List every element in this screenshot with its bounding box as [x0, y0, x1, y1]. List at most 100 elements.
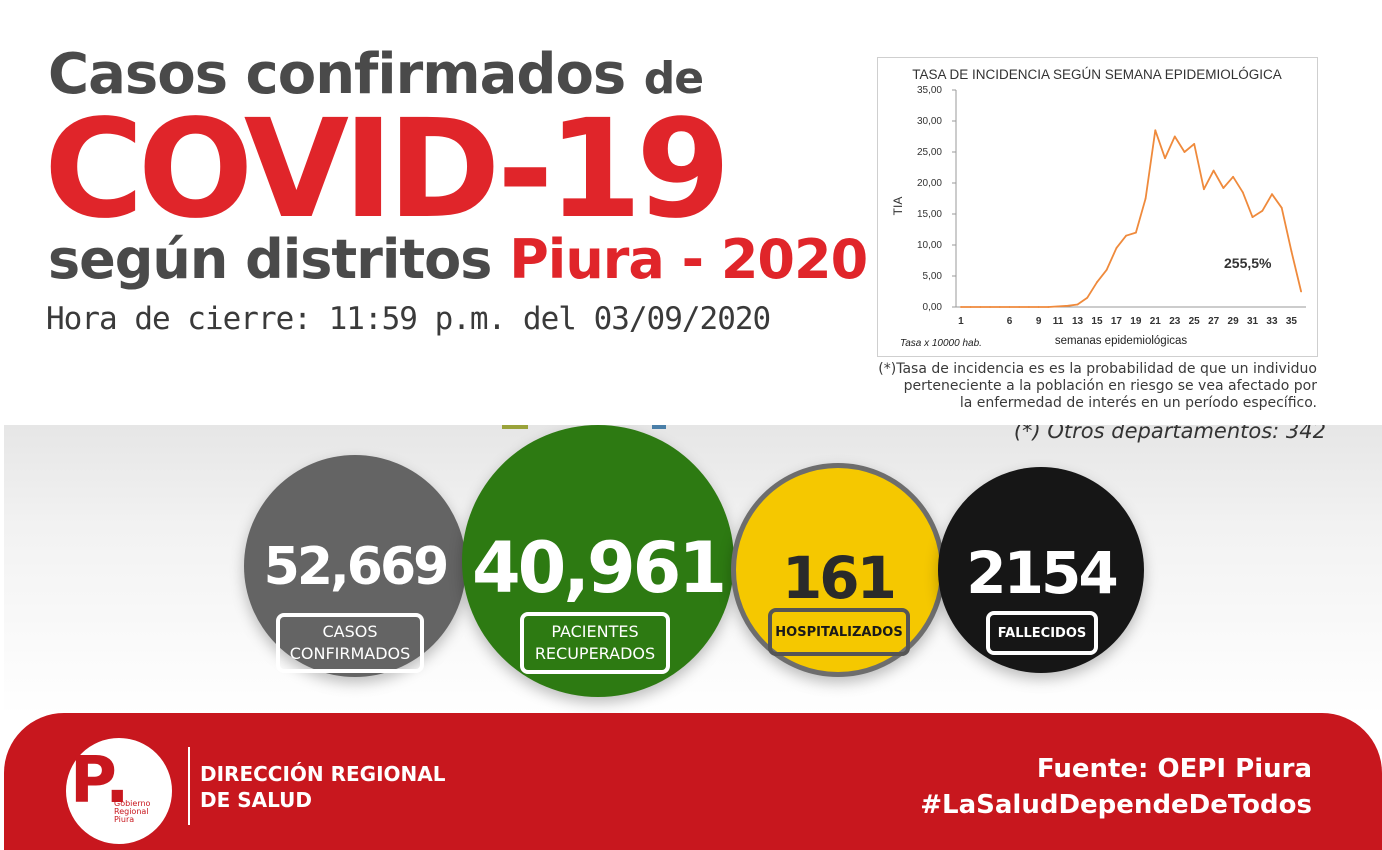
chart-x-tick-label: 1 — [958, 316, 964, 327]
title-casos-confirmados: Casos confirmados — [48, 42, 626, 107]
chart-x-tick-label: 17 — [1111, 316, 1123, 327]
chart-footnote: (*)Tasa de incidencia es es la probabili… — [820, 361, 1317, 412]
chart-x-tick-label: 6 — [1007, 316, 1013, 327]
chart-series-line — [960, 129, 1302, 308]
chart-x-tick-label: 27 — [1208, 316, 1220, 327]
incidence-chart-svg: TASA DE INCIDENCIA SEGÚN SEMANA EPIDEMIO… — [891, 67, 1306, 349]
chart-point — [1290, 250, 1293, 253]
chart-point — [1232, 175, 1234, 178]
chart-point — [1251, 216, 1254, 219]
footnote-line: la enfermedad de interés en un período e… — [959, 395, 1317, 411]
chart-xlabel: semanas epidemiológicas — [1055, 335, 1188, 347]
chart-point — [1173, 135, 1176, 138]
confirmed-label: CASOS CONFIRMADOS — [276, 613, 424, 673]
chart-x-tick-label: 23 — [1169, 316, 1181, 327]
incidence-chart: TASA DE INCIDENCIA SEGÚN SEMANA EPIDEMIO… — [877, 57, 1318, 357]
chart-point — [1193, 143, 1196, 145]
chart-point — [1018, 306, 1021, 308]
chart-point — [1271, 193, 1273, 196]
logo-text-line: Piura — [114, 815, 135, 824]
hospitalized-label-text: HOSPITALIZADOS — [775, 624, 903, 640]
chart-y-tick-label: 0,00 — [923, 302, 943, 313]
chart-y-tick-label: 30,00 — [917, 116, 942, 127]
chart-point — [1164, 157, 1166, 160]
stats-section: (*) Otros departamentos: 342 52,669 CASO… — [4, 425, 1382, 715]
otros-departamentos: (*) Otros departamentos: 342 — [1013, 425, 1326, 443]
deaths-label-text: FALLECIDOS — [997, 625, 1087, 641]
chart-x-tick-label: 15 — [1091, 316, 1103, 327]
chart-point — [998, 306, 1001, 308]
chart-point — [1076, 303, 1079, 306]
chart-y-tick-label: 15,00 — [917, 209, 942, 220]
chart-point — [1212, 169, 1215, 172]
source-text: Fuente: OEPI Piura — [1036, 754, 1312, 784]
chart-point — [1183, 151, 1186, 153]
chart-point — [1096, 281, 1098, 284]
chart-point — [969, 306, 972, 308]
recovered-label-1: PACIENTES — [551, 622, 639, 641]
title-de: de — [643, 53, 704, 104]
title-line-1: Casos confirmados de — [48, 42, 704, 107]
chart-x-tick-label: 19 — [1130, 316, 1142, 327]
chart-point — [1203, 188, 1205, 191]
chart-point — [1300, 290, 1303, 293]
hashtag-text: #LaSaludDependeDeTodos — [920, 790, 1312, 820]
chart-y-tick-label: 5,00 — [923, 271, 943, 282]
confirmed-label-1: CASOS — [322, 622, 378, 641]
recovered-value: 40,961 — [471, 527, 727, 609]
chart-y-tick-label: 20,00 — [917, 178, 942, 189]
chart-series — [959, 129, 1303, 308]
footnote-line: (*)Tasa de incidencia es es la probabili… — [878, 361, 1317, 377]
chart-ylabel: TIA — [891, 197, 905, 216]
chart-axes: 0,00 5,00 10,00 15,00 20,00 25,00 30,00 35,00 1 6… — [917, 85, 1306, 327]
org-line-2: DE SALUD — [200, 788, 312, 812]
deaths-circle: 2154 FALLECIDOS — [938, 467, 1144, 673]
chart-x-tick-label: 25 — [1189, 316, 1201, 327]
map-remnant-green — [502, 425, 528, 429]
chart-point — [1115, 247, 1118, 250]
chart-point — [1154, 129, 1157, 132]
chart-point — [1105, 268, 1108, 271]
title-line-3: según distritos Piura - 2020 — [48, 228, 868, 291]
chart-point — [979, 306, 982, 308]
footnote-line: perteneciente a la población en riesgo s… — [903, 378, 1317, 394]
chart-annotation: 255,5% — [1224, 255, 1272, 271]
chart-point — [1241, 191, 1244, 194]
chart-point — [1008, 306, 1011, 308]
org-name: DIRECCIÓN REGIONAL DE SALUD — [200, 761, 446, 813]
map-remnant-blue — [652, 425, 666, 429]
confirmed-label-2: CONFIRMADOS — [289, 644, 411, 663]
chart-point — [1134, 231, 1137, 234]
chart-x-tick-label: 35 — [1286, 316, 1298, 327]
chart-y-tick-label: 35,00 — [917, 85, 942, 96]
chart-point — [1057, 305, 1059, 308]
chart-point — [1222, 187, 1225, 189]
source-block: Fuente: OEPI Piura #LaSaludDependeDeTodo… — [920, 751, 1312, 823]
org-line-1: DIRECCIÓN REGIONAL — [200, 762, 446, 786]
footer-bar: P. Gobierno Regional Piura DIRECCIÓN REG… — [4, 713, 1382, 850]
chart-point — [1037, 306, 1040, 308]
logo-text-line: Regional — [114, 807, 149, 816]
confirmed-circle: 52,669 CASOS CONFIRMADOS — [244, 455, 466, 677]
hospitalized-label: HOSPITALIZADOS — [768, 608, 910, 656]
chart-x-tick-label: 9 — [1036, 316, 1042, 327]
chart-point — [1086, 296, 1089, 299]
chart-point — [1028, 306, 1030, 308]
hospitalized-circle: 161 HOSPITALIZADOS — [731, 463, 945, 677]
chart-point — [1047, 306, 1050, 308]
footer-divider — [188, 747, 190, 825]
chart-point — [1261, 210, 1264, 212]
chart-x-tick-label: 33 — [1266, 316, 1278, 327]
chart-point — [1144, 197, 1147, 200]
title-segun-distritos: según distritos — [48, 228, 492, 291]
chart-point — [959, 306, 962, 308]
chart-note: Tasa x 10000 hab. — [900, 338, 982, 349]
recovered-circle: 40,961 PACIENTES RECUPERADOS — [462, 425, 734, 697]
header-section: Casos confirmados de COVID-19 según dist… — [44, 42, 1318, 412]
chart-x-tick-label: 29 — [1228, 316, 1240, 327]
chart-point — [1125, 234, 1128, 237]
recovered-label-2: RECUPERADOS — [534, 644, 656, 663]
closing-time: Hora de cierre: 11:59 p.m. del 03/09/202… — [46, 301, 771, 337]
chart-point — [1280, 206, 1283, 209]
logo-text-line: Gobierno — [114, 799, 151, 808]
